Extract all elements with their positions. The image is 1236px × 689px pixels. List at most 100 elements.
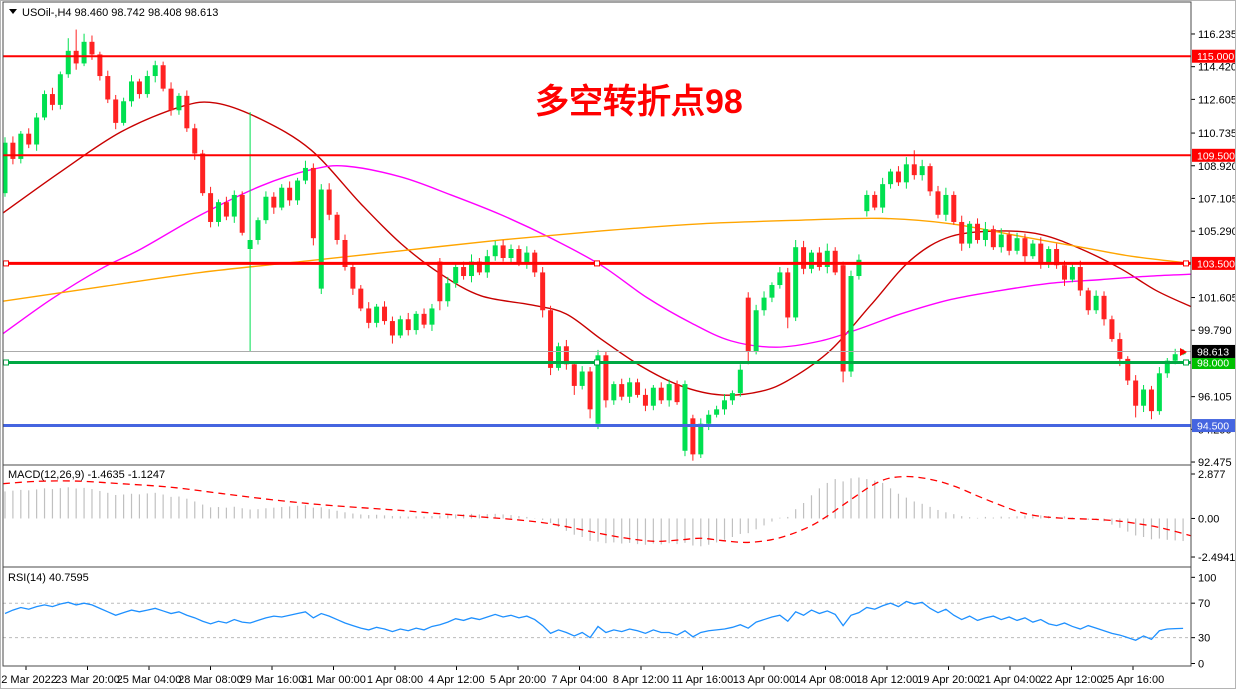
candle bbox=[121, 101, 127, 123]
main-chart-overlays bbox=[3, 55, 1191, 428]
candle bbox=[49, 94, 55, 105]
price-axis[interactable]: 116.235 114.420 112.605 110.735 108.920 107.1… bbox=[1191, 29, 1236, 671]
chart-dropdown-icon[interactable] bbox=[9, 9, 17, 14]
price-label: 109.500 bbox=[1197, 150, 1235, 162]
candle bbox=[350, 267, 356, 289]
candle bbox=[287, 187, 293, 201]
time-label: 29 Mar 16:00 bbox=[240, 674, 305, 686]
line-handle[interactable] bbox=[1183, 260, 1189, 267]
annotation-text[interactable]: 多空转折点98 bbox=[535, 83, 743, 121]
price-label-box bbox=[1192, 344, 1235, 358]
time-label: 11 Apr 16:00 bbox=[672, 674, 734, 686]
candle bbox=[832, 250, 838, 273]
candle bbox=[508, 248, 514, 259]
candle bbox=[785, 272, 791, 318]
main-chart-area[interactable] bbox=[3, 29, 1192, 461]
candle bbox=[445, 283, 451, 302]
last-price-arrow-icon bbox=[1180, 348, 1187, 356]
candle bbox=[176, 95, 182, 111]
candle bbox=[57, 74, 63, 105]
candle bbox=[342, 239, 348, 268]
candle bbox=[208, 193, 214, 222]
time-label: 25 Apr 16:00 bbox=[1102, 674, 1164, 686]
candle bbox=[247, 239, 253, 249]
line-handle[interactable] bbox=[1183, 359, 1189, 366]
candle bbox=[405, 319, 411, 331]
price-tick-label: 99.790 bbox=[1198, 325, 1232, 337]
candle bbox=[231, 194, 237, 217]
candle bbox=[1101, 295, 1107, 320]
candle bbox=[1148, 389, 1154, 412]
candle bbox=[753, 310, 759, 352]
candle bbox=[366, 308, 372, 323]
candle bbox=[990, 229, 996, 248]
candle bbox=[975, 223, 981, 240]
price-tick-label: 116.235 bbox=[1198, 29, 1236, 41]
macd-signal-line bbox=[3, 475, 1191, 544]
candle bbox=[1022, 238, 1028, 257]
candle bbox=[674, 384, 680, 403]
candle bbox=[34, 117, 40, 145]
symbol-title: USOil-,H4 98.460 98.742 98.408 98.613 bbox=[22, 7, 218, 19]
candle bbox=[129, 81, 135, 102]
line-handle[interactable] bbox=[594, 359, 600, 366]
rsi-panel-border bbox=[2, 566, 1192, 667]
candle bbox=[200, 153, 206, 194]
candle bbox=[998, 234, 1004, 248]
price-tick-label: 105.290 bbox=[1198, 226, 1236, 238]
candle bbox=[3, 142, 8, 194]
candle bbox=[737, 369, 743, 394]
candle bbox=[943, 194, 949, 215]
price-label-box bbox=[1192, 148, 1235, 162]
candle bbox=[642, 394, 648, 406]
line-handle[interactable] bbox=[3, 359, 9, 366]
price-label: 98.613 bbox=[1197, 346, 1229, 358]
time-label: 1 Apr 08:00 bbox=[367, 674, 423, 686]
candle bbox=[745, 297, 751, 352]
candle bbox=[476, 261, 482, 273]
candle bbox=[160, 65, 166, 89]
candle bbox=[65, 50, 71, 75]
candle bbox=[824, 250, 830, 268]
candle bbox=[548, 310, 554, 368]
candle bbox=[895, 171, 901, 183]
ma-orange bbox=[3, 217, 1191, 302]
rsi-tick-label: 70 bbox=[1198, 598, 1210, 610]
rsi-area[interactable] bbox=[3, 600, 1191, 641]
candle bbox=[1069, 267, 1075, 280]
candle bbox=[1093, 295, 1099, 311]
price-tick-label: 108.920 bbox=[1198, 161, 1236, 173]
candle bbox=[374, 306, 380, 323]
candle bbox=[42, 94, 48, 118]
time-label: 31 Mar 00:00 bbox=[301, 674, 366, 686]
time-label: 22 Apr 12:00 bbox=[1040, 674, 1102, 686]
candle bbox=[461, 267, 467, 277]
candle bbox=[1133, 380, 1139, 406]
candle bbox=[888, 171, 894, 185]
candle bbox=[136, 81, 142, 95]
macd-tick-label: -2.4941 bbox=[1198, 552, 1235, 564]
time-label: 22 Mar 2022 bbox=[1, 674, 57, 686]
price-label-box bbox=[1192, 256, 1235, 270]
time-label: 21 Apr 04:00 bbox=[979, 674, 1041, 686]
rsi-tick-label: 0 bbox=[1198, 659, 1204, 671]
candle bbox=[864, 194, 870, 212]
macd-tick-label: 0.00 bbox=[1198, 513, 1219, 525]
candle bbox=[81, 41, 87, 64]
candle bbox=[1054, 248, 1060, 266]
price-tick-label: 114.420 bbox=[1198, 62, 1236, 74]
price-label-box bbox=[1192, 49, 1235, 63]
line-handle[interactable] bbox=[594, 260, 600, 267]
candle bbox=[555, 346, 561, 368]
candle bbox=[911, 164, 917, 176]
price-tick-label: 96.105 bbox=[1198, 392, 1232, 404]
macd-area[interactable] bbox=[3, 475, 1191, 547]
time-label: 4 Apr 12:00 bbox=[428, 674, 484, 686]
candle bbox=[848, 276, 854, 372]
time-label: 23 Mar 20:00 bbox=[55, 674, 120, 686]
candle bbox=[1125, 358, 1131, 381]
candle bbox=[903, 164, 909, 183]
line-handle[interactable] bbox=[3, 260, 9, 267]
candle bbox=[714, 409, 720, 415]
